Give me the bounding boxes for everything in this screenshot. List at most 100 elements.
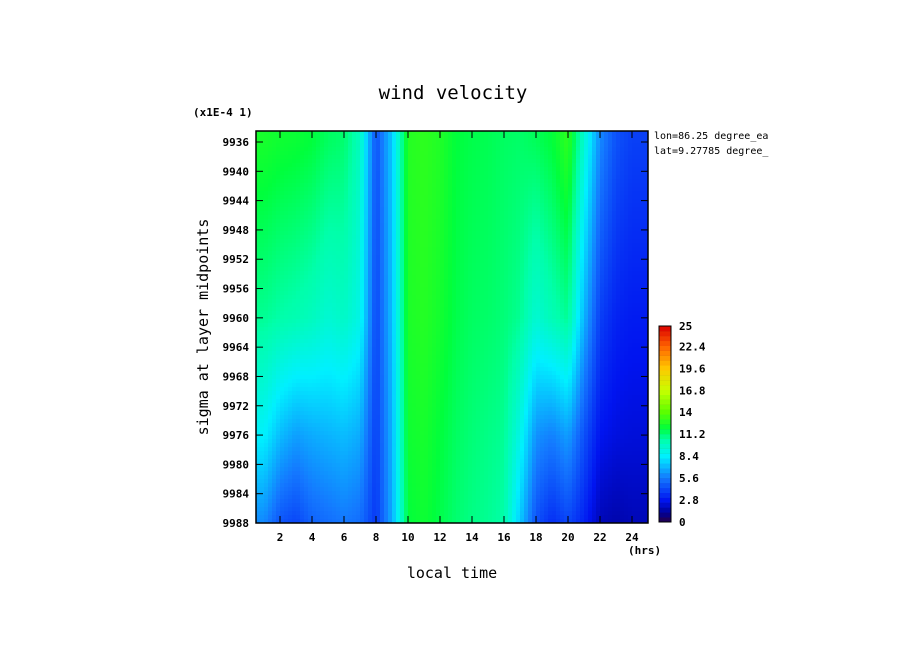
heatmap-cell [344,435,349,440]
heatmap-cell [380,299,385,304]
heatmap-cell [304,219,309,224]
heatmap-cell [436,355,441,360]
heatmap-cell [444,407,449,412]
heatmap-cell [444,139,449,144]
heatmap-cell [356,483,361,488]
heatmap-cell [436,155,441,160]
heatmap-cell [428,283,433,288]
heatmap-cell [340,391,345,396]
heatmap-cell [444,431,449,436]
heatmap-cell [356,183,361,188]
heatmap-cell [256,483,261,488]
heatmap-cell [456,391,461,396]
heatmap-cell [408,347,413,352]
heatmap-cell [452,263,457,268]
heatmap-cell [364,247,369,252]
heatmap-cell [440,487,445,492]
heatmap-cell [336,499,341,504]
heatmap-cell [328,451,333,456]
heatmap-cell [400,367,405,372]
heatmap-cell [324,439,329,444]
heatmap-cell [288,419,293,424]
heatmap-cell [276,311,281,316]
heatmap-cell [328,355,333,360]
heatmap-cell [400,487,405,492]
heatmap-cell [356,299,361,304]
heatmap-cell [400,267,405,272]
heatmap-cell [448,203,453,208]
heatmap-cell [336,407,341,412]
heatmap-cell [272,439,277,444]
heatmap-cell [396,131,401,136]
heatmap-cell [320,291,325,296]
heatmap-cell [452,323,457,328]
heatmap-cell [412,311,417,316]
heatmap-cell [396,467,401,472]
heatmap-cell [308,171,313,176]
heatmap-cell [448,311,453,316]
heatmap-cell [256,203,261,208]
heatmap-cell [352,347,357,352]
heatmap-cell [420,199,425,204]
heatmap-cell [352,499,357,504]
heatmap-cell [256,263,261,268]
heatmap-cell [420,395,425,400]
heatmap-cell [388,343,393,348]
heatmap-cell [256,279,261,284]
heatmap-cell [288,295,293,300]
heatmap-cell [296,359,301,364]
heatmap-cell [388,179,393,184]
heatmap-cell [304,327,309,332]
heatmap-cell [344,427,349,432]
heatmap-cell [380,315,385,320]
heatmap-cell [456,291,461,296]
heatmap-cell [324,431,329,436]
heatmap-cell [256,199,261,204]
heatmap-cell [392,207,397,212]
heatmap-cell [352,191,357,196]
heatmap-cell [276,251,281,256]
heatmap-cell [436,191,441,196]
heatmap-cell [360,183,365,188]
heatmap-cell [328,487,333,492]
heatmap-cell [312,431,317,436]
heatmap-cell [344,303,349,308]
heatmap-cell [276,283,281,288]
heatmap-cell [284,311,289,316]
heatmap-cell [308,395,313,400]
heatmap-cell [428,191,433,196]
heatmap-cell [316,467,321,472]
heatmap-cell [400,495,405,500]
heatmap-cell [352,251,357,256]
heatmap-cell [308,379,313,384]
heatmap-cell [320,203,325,208]
heatmap-cell [456,371,461,376]
heatmap-cell [360,403,365,408]
heatmap-cell [284,163,289,168]
heatmap-cell [284,363,289,368]
heatmap-cell [316,131,321,136]
heatmap-cell [368,379,373,384]
heatmap-cell [364,475,369,480]
heatmap-cell [260,275,265,280]
heatmap-cell [280,139,285,144]
heatmap-cell [352,339,357,344]
heatmap-cell [324,279,329,284]
heatmap-cell [312,131,317,136]
heatmap-cell [376,403,381,408]
heatmap-cell [420,131,425,136]
heatmap-cell [448,143,453,148]
heatmap-cell [332,395,337,400]
heatmap-cell [336,163,341,168]
heatmap-cell [296,239,301,244]
heatmap-cell [284,131,289,136]
heatmap-cell [404,275,409,280]
heatmap-cell [444,259,449,264]
heatmap-cell [284,159,289,164]
heatmap-cell [312,315,317,320]
heatmap-cell [344,195,349,200]
heatmap-cell [376,167,381,172]
heatmap-cell [384,463,389,468]
heatmap-cell [364,327,369,332]
heatmap-cell [420,203,425,208]
